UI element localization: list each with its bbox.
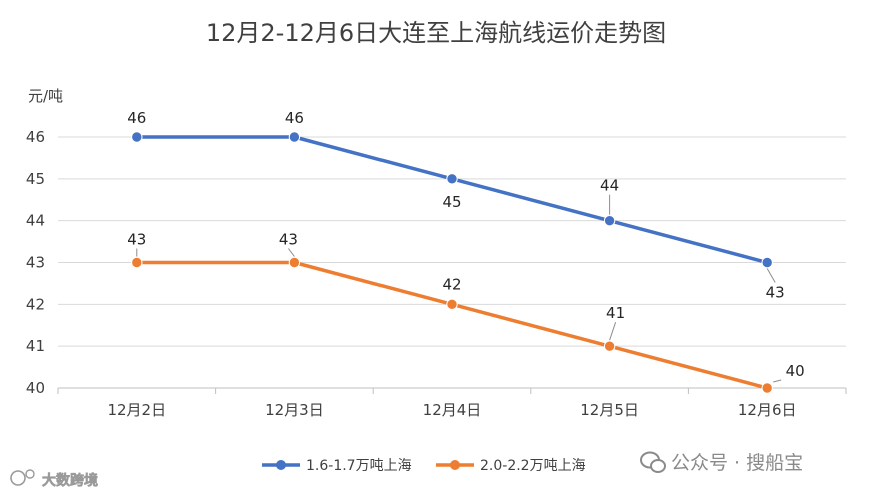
data-point xyxy=(288,131,301,143)
y-tick-label: 40 xyxy=(26,379,45,397)
x-tick-label: 12月2日 xyxy=(107,401,166,419)
leader-line xyxy=(773,379,782,383)
data-label: 43 xyxy=(127,231,146,249)
data-point xyxy=(761,256,773,269)
data-point xyxy=(603,214,616,227)
source-watermark: 大数跨境 xyxy=(10,469,98,489)
leader-line xyxy=(609,322,617,341)
data-label: 43 xyxy=(279,231,298,249)
legend: 1.6-1.7万吨上海 2.0-2.2万吨上海 xyxy=(262,458,586,474)
series-1: 46 46 45 44 43 xyxy=(127,109,784,302)
x-axis: 12月2日 12月3日 12月4日 12月5日 12月6日 xyxy=(57,387,847,419)
y-axis-unit-label: 元/吨 xyxy=(28,87,63,105)
data-label: 46 xyxy=(127,109,146,127)
wechat-icon xyxy=(640,451,666,473)
x-tick-label: 12月3日 xyxy=(265,401,324,419)
legend-swatch-marker xyxy=(276,460,286,470)
legend-label: 2.0-2.2万吨上海 xyxy=(480,458,586,474)
data-point xyxy=(603,340,616,352)
y-tick-label: 46 xyxy=(26,128,45,146)
y-tick-label: 44 xyxy=(26,212,45,230)
y-tick-label: 43 xyxy=(26,254,45,272)
gridlines xyxy=(58,136,846,347)
data-label: 40 xyxy=(786,362,805,380)
wechat-watermark: 公众号 · 搜船宝 xyxy=(640,451,803,474)
y-tick-label: 42 xyxy=(26,295,45,313)
data-label: 43 xyxy=(766,284,785,302)
data-point xyxy=(131,131,143,143)
y-tick-label: 41 xyxy=(26,337,45,355)
data-label: 42 xyxy=(442,275,461,293)
source-logo-icon xyxy=(10,469,35,486)
source-label: 大数跨境 xyxy=(42,472,98,489)
data-label: 41 xyxy=(606,304,625,322)
legend-item-1: 1.6-1.7万吨上海 xyxy=(262,458,412,474)
wechat-account-label: 公众号 · 搜船宝 xyxy=(671,452,803,474)
chart-title: 12月2-12月6日大连至上海航线运价走势图 xyxy=(206,19,666,47)
y-axis-ticks: 40 41 42 43 44 45 46 xyxy=(26,128,45,397)
data-point xyxy=(446,173,458,185)
leader-line xyxy=(287,248,295,257)
y-tick-label: 45 xyxy=(26,170,45,188)
x-tick-label: 12月5日 xyxy=(580,401,639,419)
legend-item-2: 2.0-2.2万吨上海 xyxy=(436,458,586,474)
data-label: 44 xyxy=(600,177,619,195)
x-tick-label: 12月4日 xyxy=(423,401,482,419)
legend-label: 1.6-1.7万吨上海 xyxy=(306,458,412,474)
series-2: 43 43 42 41 40 xyxy=(127,231,805,394)
legend-swatch-marker xyxy=(450,460,460,470)
data-label: 46 xyxy=(285,109,304,127)
data-label: 45 xyxy=(442,193,461,211)
data-point xyxy=(131,256,143,269)
data-point xyxy=(761,382,773,394)
x-tick-label: 12月6日 xyxy=(738,401,797,419)
data-point xyxy=(288,256,301,269)
leader-line xyxy=(766,268,776,283)
data-point xyxy=(446,298,458,311)
series-layer: 46 46 45 44 43 43 43 42 41 40 xyxy=(127,109,805,394)
